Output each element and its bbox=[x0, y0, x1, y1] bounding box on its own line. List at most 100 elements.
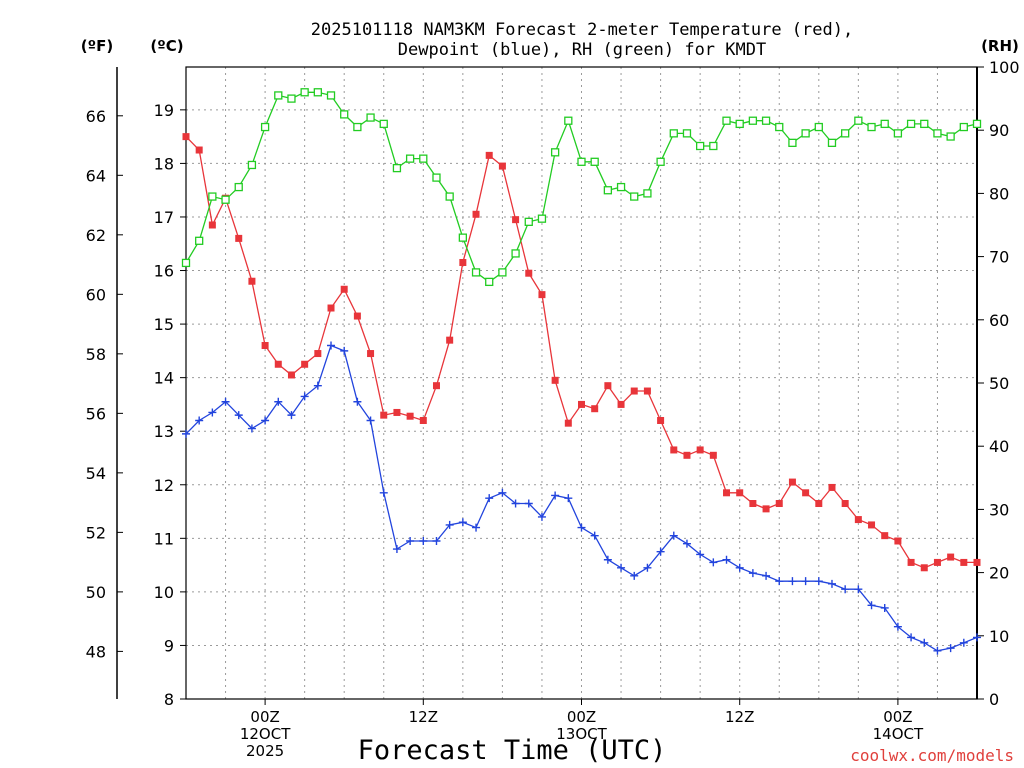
dewpoint-point bbox=[234, 411, 243, 420]
rh-point bbox=[392, 163, 402, 173]
temperature-point bbox=[617, 400, 625, 408]
dewpoint-point bbox=[498, 488, 507, 497]
temperature-point bbox=[723, 489, 731, 497]
dewpoint-point bbox=[247, 424, 256, 433]
axes-layer: 8 9 10 11 12 13 14 15 16 17 18 19 48 50 52 54 56 58 60 62 64… bbox=[86, 58, 1020, 760]
temperature-point bbox=[564, 419, 572, 427]
temperature-point bbox=[670, 446, 678, 454]
temperature-point bbox=[248, 277, 256, 285]
dewpoint-point bbox=[669, 531, 678, 540]
rh-point bbox=[748, 116, 758, 125]
temperature-point bbox=[604, 382, 612, 390]
dewpoint-point bbox=[577, 523, 586, 532]
rh-point bbox=[524, 217, 533, 226]
temperature-point bbox=[630, 387, 638, 395]
temperature-point bbox=[261, 342, 269, 350]
dewpoint-point bbox=[445, 520, 454, 529]
celsius-tick-label: 11 bbox=[154, 529, 174, 548]
dewpoint-point bbox=[511, 499, 520, 508]
celsius-tick-label: 12 bbox=[154, 476, 174, 495]
dewpoint-point bbox=[551, 491, 560, 500]
dewpoint-point bbox=[564, 494, 573, 503]
celsius-tick-label: 19 bbox=[154, 101, 174, 120]
temperature-point bbox=[446, 336, 454, 344]
temperature-point bbox=[327, 304, 335, 312]
temperature-point bbox=[393, 408, 401, 416]
rh-point bbox=[696, 141, 705, 151]
dewpoint-point bbox=[300, 392, 309, 401]
dewpoint-point bbox=[973, 633, 981, 642]
rh-tick-label: 80 bbox=[989, 184, 1009, 203]
rh-point bbox=[656, 157, 665, 166]
rh-point bbox=[458, 233, 468, 242]
temperature-point bbox=[854, 516, 862, 524]
fahrenheit-tick-label: 50 bbox=[86, 583, 106, 602]
rh-point bbox=[893, 129, 903, 138]
dewpoint-point bbox=[353, 397, 362, 406]
dewpoint-point bbox=[762, 571, 771, 580]
rh-point bbox=[550, 148, 560, 157]
rh-point bbox=[274, 91, 283, 100]
x-tick-label: 00Z bbox=[883, 708, 912, 726]
rh-point bbox=[788, 138, 797, 147]
celsius-unit-label: (ºC) bbox=[150, 37, 183, 55]
celsius-tick-label: 16 bbox=[154, 262, 174, 281]
rh-point bbox=[933, 129, 942, 138]
fahrenheit-unit-label: (ºF) bbox=[81, 37, 113, 55]
temperature-point bbox=[841, 500, 849, 508]
temperature-point bbox=[314, 350, 322, 358]
temperature-point bbox=[235, 234, 243, 242]
temperature-point bbox=[485, 151, 493, 159]
dewpoint-point bbox=[406, 537, 415, 545]
temperature-point bbox=[736, 489, 744, 497]
dewpoint-point bbox=[195, 416, 204, 425]
dewpoint-point bbox=[287, 411, 296, 420]
dewpoint-point bbox=[696, 550, 705, 559]
dewpoint-point bbox=[775, 577, 784, 586]
temperature-point bbox=[406, 412, 414, 420]
dewpoint-point bbox=[907, 633, 916, 642]
rh-point bbox=[722, 116, 731, 125]
temperature-point bbox=[868, 521, 876, 529]
rh-point bbox=[827, 138, 837, 147]
rh-point bbox=[761, 116, 771, 125]
2-meter-temperature-line bbox=[185, 136, 977, 569]
dewpoint-point bbox=[709, 558, 718, 567]
temperature-point bbox=[881, 532, 889, 540]
rh-point bbox=[630, 192, 639, 201]
dewpoint-point bbox=[630, 571, 639, 580]
fahrenheit-tick-label: 48 bbox=[86, 642, 106, 661]
temperature-point bbox=[762, 505, 770, 513]
x-tick-label: 12Z bbox=[725, 708, 754, 726]
series-layer bbox=[181, 88, 982, 655]
dewpoint-point bbox=[643, 563, 652, 572]
rh-point bbox=[260, 122, 270, 132]
rh-point bbox=[366, 113, 375, 122]
rh-point bbox=[537, 214, 547, 223]
dewpoint-point bbox=[854, 585, 863, 594]
x-tick-label: 14OCT bbox=[873, 725, 924, 743]
temperature-point bbox=[498, 162, 506, 170]
rh-point bbox=[972, 119, 982, 129]
rh-point bbox=[326, 91, 336, 100]
rh-tick-label: 70 bbox=[989, 248, 1009, 267]
dewpoint-point bbox=[867, 601, 876, 610]
celsius-tick-label: 13 bbox=[154, 422, 174, 441]
x-tick-label: 12OCT bbox=[240, 725, 291, 743]
rh-tick-label: 10 bbox=[989, 627, 1009, 646]
temperature-point bbox=[472, 210, 480, 218]
rh-point bbox=[485, 277, 494, 287]
rh-point bbox=[247, 160, 257, 170]
rh-point bbox=[432, 173, 441, 182]
celsius-tick-label: 18 bbox=[154, 154, 174, 173]
rh-point bbox=[801, 129, 810, 138]
dewpoint-point bbox=[827, 579, 836, 588]
dewpoint-point bbox=[722, 555, 731, 564]
temperature-point bbox=[301, 360, 309, 368]
rh-point bbox=[287, 94, 296, 103]
temperature-point bbox=[525, 269, 533, 277]
temperature-point bbox=[788, 478, 796, 486]
rh-point bbox=[181, 258, 191, 268]
celsius-tick-label: 10 bbox=[154, 583, 174, 602]
rh-point bbox=[498, 268, 507, 277]
